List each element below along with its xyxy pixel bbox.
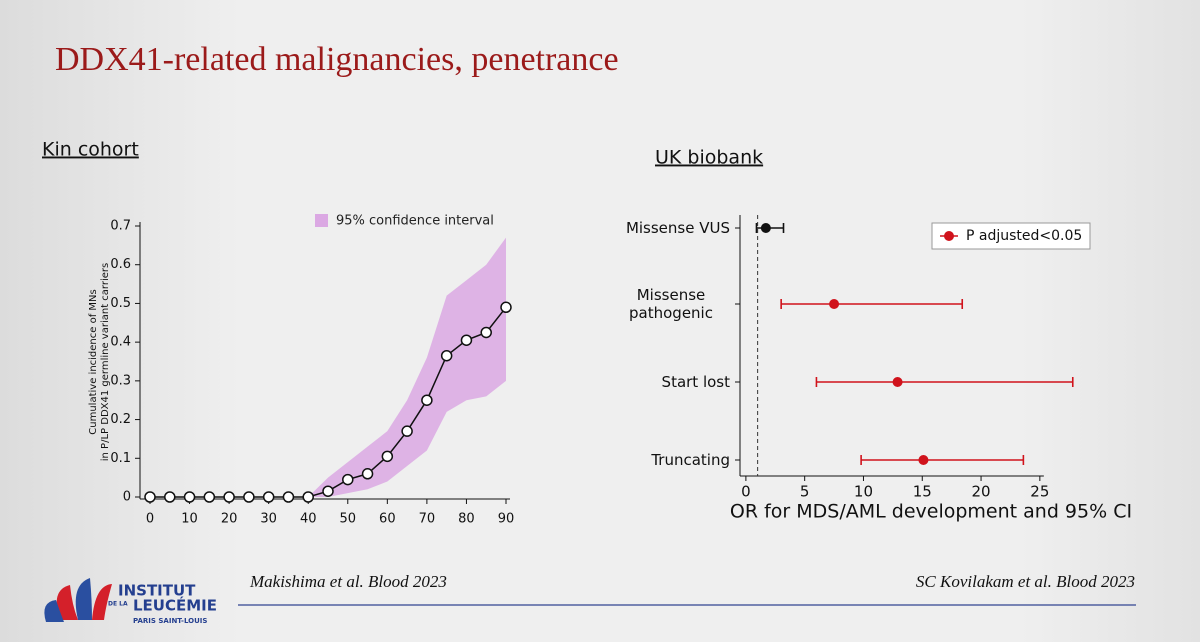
data-point (302, 491, 314, 503)
y-tick-label: 0.3 (110, 373, 131, 388)
data-point (480, 326, 492, 339)
x-tick-label: 0 (146, 512, 154, 527)
panel-heading: UK biobank (655, 147, 763, 169)
legend-label: P adjusted<0.05 (966, 228, 1082, 244)
panel-heading: Kin cohort (42, 139, 139, 161)
y-tick-label: 0.2 (110, 412, 131, 427)
y-axis-label: in P/LP DDX41 germline variant carriers (100, 263, 111, 461)
data-point (440, 349, 453, 362)
confidence-band (308, 237, 506, 497)
slide-title: DDX41-related malignancies, penetrance (55, 41, 619, 78)
point-estimate (829, 299, 840, 309)
category-label: Missense pathogenic (629, 286, 713, 322)
x-tick-label: 40 (300, 512, 317, 527)
data-point (262, 491, 275, 503)
data-point (282, 491, 295, 503)
data-point (460, 334, 473, 346)
data-point (203, 491, 216, 503)
x-tick-label: 0 (741, 483, 751, 501)
citation: Makishima et al. Blood 2023 (249, 572, 447, 591)
logo-text: DE LA (108, 601, 128, 608)
data-point (361, 468, 374, 480)
data-point (144, 491, 156, 503)
data-point (164, 491, 176, 503)
point-estimate (918, 455, 929, 465)
x-tick-label: 80 (458, 512, 475, 527)
point-estimate (892, 377, 903, 387)
x-tick-label: 20 (221, 512, 238, 527)
y-axis-label: Cumulative incidence of MNs (88, 289, 99, 434)
point-estimate (760, 223, 771, 233)
logo-text: LEUCÉMIE (133, 596, 217, 615)
legend-swatch (944, 231, 954, 241)
y-tick-label: 0.1 (110, 451, 131, 466)
category-label: Start lost (661, 373, 730, 391)
data-point (401, 425, 413, 437)
legend-label: 95% confidence interval (336, 214, 494, 229)
x-tick-label: 30 (260, 512, 277, 527)
x-tick-label: 60 (379, 512, 396, 527)
y-tick-label: 0.5 (110, 296, 131, 311)
logo-text: INSTITUT (118, 582, 196, 600)
x-tick-label: 5 (800, 483, 810, 501)
data-point (223, 491, 235, 503)
y-tick-label: 0.4 (110, 335, 131, 350)
x-tick-label: 20 (972, 483, 991, 501)
data-point (500, 301, 512, 314)
citation: SC Kovilakam et al. Blood 2023 (916, 572, 1135, 591)
data-point (421, 394, 433, 406)
data-point (381, 450, 394, 463)
data-point (183, 491, 196, 503)
x-tick-label: 10 (854, 483, 873, 501)
category-label: Missense VUS (625, 219, 730, 237)
logo-text: PARIS SAINT-LOUIS (133, 617, 207, 625)
data-point (243, 491, 255, 503)
x-tick-label: 90 (498, 512, 515, 527)
x-tick-label: 15 (913, 483, 932, 501)
y-tick-label: 0.6 (110, 257, 131, 272)
y-tick-label: 0 (123, 490, 131, 505)
legend-box (931, 222, 1091, 250)
data-point (322, 485, 334, 497)
x-tick-label: 25 (1030, 483, 1049, 501)
x-axis-label: OR for MDS/AML development and 95% CI (730, 501, 1132, 523)
category-label: Truncating (651, 451, 730, 469)
x-tick-label: 10 (181, 512, 198, 527)
legend-swatch (315, 214, 328, 227)
data-point (342, 473, 354, 486)
logo-mark (44, 578, 112, 622)
y-tick-label: 0.7 (110, 219, 131, 234)
x-tick-label: 50 (340, 512, 357, 527)
x-tick-label: 70 (419, 512, 436, 527)
